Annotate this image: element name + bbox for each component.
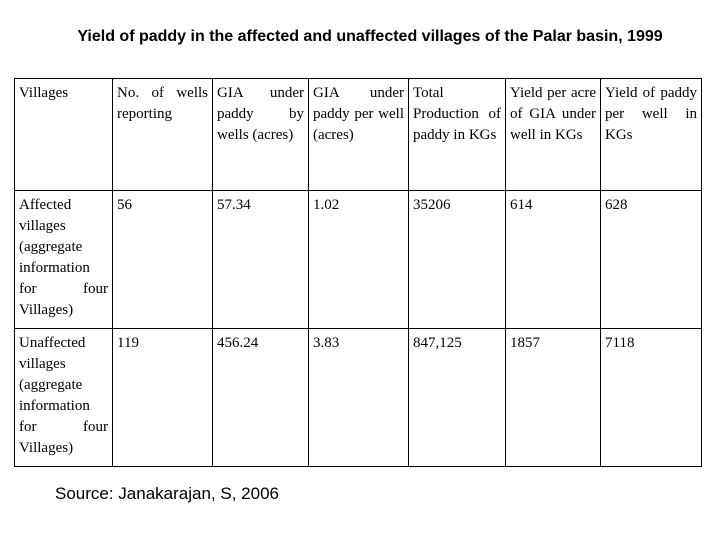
table-cell: 628: [600, 190, 702, 329]
header-cell: Yield of paddy per well in KGs: [600, 78, 702, 191]
table-cell: 7118: [600, 328, 702, 467]
table-cell: 35206: [408, 190, 506, 329]
header-cell: GIA under paddy by wells (acres): [212, 78, 309, 191]
header-cell: No. of wells reporting: [112, 78, 213, 191]
header-cell: Villages: [14, 78, 113, 191]
table-cell: 1.02: [308, 190, 409, 329]
table-cell: 456.24: [212, 328, 309, 467]
table-cell: 614: [505, 190, 601, 329]
table-row: Affected villages (aggregate information…: [14, 190, 702, 329]
table-cell: 3.83: [308, 328, 409, 467]
header-row: Villages No. of wells reporting GIA under …: [14, 78, 702, 191]
data-table: Villages No. of wells reporting GIA under …: [14, 78, 702, 467]
header-cell: GIA under paddy per well (acres): [308, 78, 409, 191]
table-row: Unaffected villages (aggregate informati…: [14, 328, 702, 467]
header-cell: Total Production of paddy in KGs: [408, 78, 506, 191]
table-cell: Affected villages (aggregate information…: [14, 190, 113, 329]
table-cell: Unaffected villages (aggregate informati…: [14, 328, 113, 467]
table-body: Villages No. of wells reporting GIA under …: [14, 78, 702, 467]
source-note: Source: Janakarajan, S, 2006: [55, 484, 279, 503]
table-cell: 57.34: [212, 190, 309, 329]
header-cell: Yield per acre of GIA under well in KGs: [505, 78, 601, 191]
table-cell: 847,125: [408, 328, 506, 467]
table-cell: 56: [112, 190, 213, 329]
table-cell: 119: [112, 328, 213, 467]
table-cell: 1857: [505, 328, 601, 467]
title: Yield of paddy in the affected and unaff…: [77, 28, 663, 45]
